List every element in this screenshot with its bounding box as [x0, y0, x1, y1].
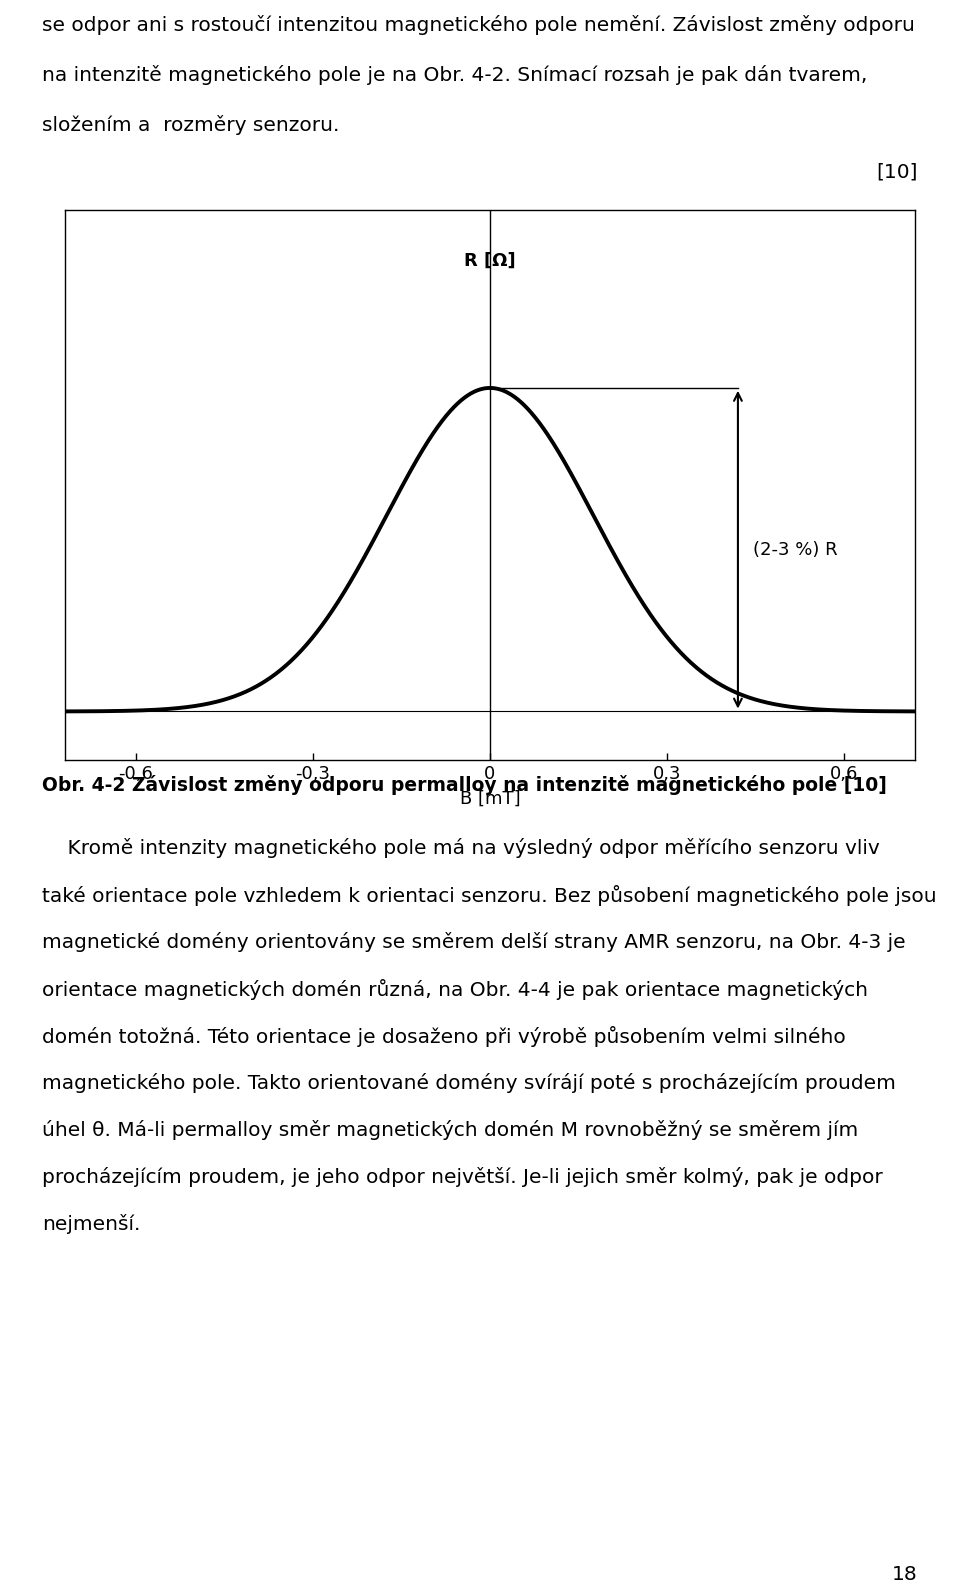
Text: magnetické domény orientovány se směrem delší strany AMR senzoru, na Obr. 4-3 je: magnetické domény orientovány se směrem …: [42, 932, 905, 953]
Text: R [Ω]: R [Ω]: [465, 252, 516, 271]
Text: úhel θ. Má-li permalloy směr magnetických domén M rovnoběžný se směrem jím: úhel θ. Má-li permalloy směr magnetickýc…: [42, 1120, 858, 1141]
Text: Kromě intenzity magnetického pole má na výsledný odpor měřícího senzoru vliv: Kromě intenzity magnetického pole má na …: [42, 838, 879, 859]
Text: 18: 18: [892, 1564, 918, 1583]
Text: na intenzitě magnetického pole je na Obr. 4-2. Snímací rozsah je pak dán tvarem,: na intenzitě magnetického pole je na Obr…: [42, 65, 868, 84]
X-axis label: B [mT]: B [mT]: [460, 790, 520, 808]
Text: [10]: [10]: [876, 162, 918, 182]
Text: domén totožná. Této orientace je dosaženo při výrobě působením velmi silného: domén totožná. Této orientace je dosažen…: [42, 1026, 846, 1047]
Text: (2-3 %) R: (2-3 %) R: [753, 540, 837, 559]
Text: Obr. 4-2 Závislost změny odporu permalloy na intenzitě magnetického pole [10]: Obr. 4-2 Závislost změny odporu permallo…: [42, 776, 887, 795]
Text: složením a  rozměry senzoru.: složením a rozměry senzoru.: [42, 115, 340, 135]
Text: se odpor ani s rostoučí intenzitou magnetického pole nemění. Závislost změny odp: se odpor ani s rostoučí intenzitou magne…: [42, 14, 915, 35]
Text: orientace magnetických domén různá, na Obr. 4-4 je pak orientace magnetických: orientace magnetických domén různá, na O…: [42, 980, 868, 1000]
Text: magnetického pole. Takto orientované domény svírájí poté s procházejícím proudem: magnetického pole. Takto orientované dom…: [42, 1074, 896, 1093]
Text: nejmenší.: nejmenší.: [42, 1214, 140, 1235]
Text: procházejícím proudem, je jeho odpor největší. Je-li jejich směr kolmý, pak je o: procházejícím proudem, je jeho odpor nej…: [42, 1168, 883, 1187]
Text: také orientace pole vzhledem k orientaci senzoru. Bez působení magnetického pole: také orientace pole vzhledem k orientaci…: [42, 886, 937, 906]
